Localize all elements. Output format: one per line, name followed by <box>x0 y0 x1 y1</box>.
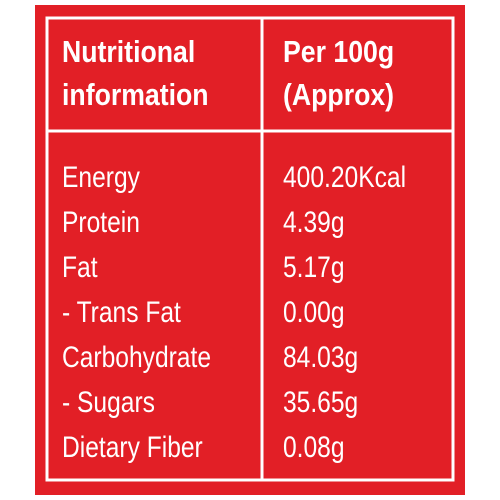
nutrient-name: Carbohydrate <box>62 340 211 374</box>
table-border <box>45 16 455 482</box>
header-text: (Approx) <box>283 78 394 112</box>
nutrient-amount: 4.39g <box>283 205 345 239</box>
nutrient-name: - Sugars <box>62 385 155 419</box>
nutrient-amount: 0.08g <box>283 430 345 464</box>
nutrient-amount: 400.20Kcal <box>283 160 406 194</box>
header-text: Nutritional <box>62 35 195 69</box>
nutrient-name: Protein <box>62 205 140 239</box>
nutrient-name: - Trans Fat <box>62 295 181 329</box>
header-text: Per 100g <box>283 35 394 69</box>
nutrient-amount: 0.00g <box>283 295 345 329</box>
table-content: Nutritional information Per 100g (Approx) En… <box>62 35 406 463</box>
nutrient-name: Fat <box>62 250 98 284</box>
label-background <box>35 5 465 495</box>
nutrient-amount: 84.03g <box>283 340 358 374</box>
nutrient-amount: 5.17g <box>283 250 345 284</box>
header-text: information <box>62 78 209 112</box>
nutrient-amount: 35.65g <box>283 385 358 419</box>
nutrient-name: Energy <box>62 160 140 194</box>
nutrient-name: Dietary Fiber <box>62 430 203 464</box>
